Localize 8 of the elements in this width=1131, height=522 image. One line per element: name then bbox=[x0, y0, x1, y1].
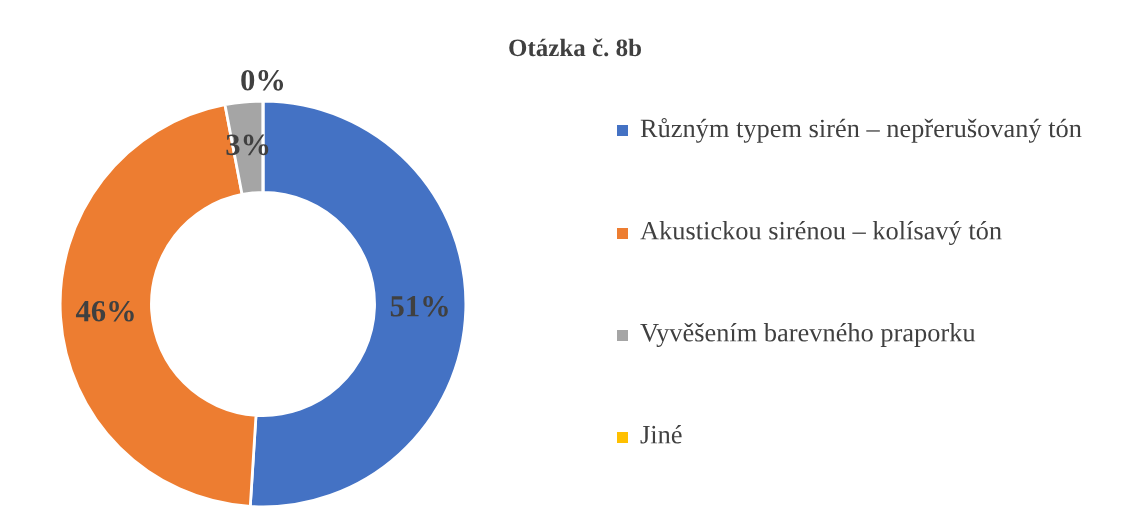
legend-label: Jiné bbox=[640, 424, 682, 444]
chart-title: Otázka č. 8b bbox=[509, 38, 641, 57]
data-label: 46% bbox=[75, 300, 134, 322]
legend-label: Vyvěšením barevného praporku bbox=[640, 323, 976, 348]
legend-label: Různým typem sirén – nepřerušovaný tón bbox=[640, 118, 1082, 143]
legend-label: Akustickou sirénou – kolísavý tón bbox=[640, 221, 1002, 246]
text: 0% bbox=[241, 69, 284, 91]
data-label: 51% bbox=[390, 295, 448, 317]
